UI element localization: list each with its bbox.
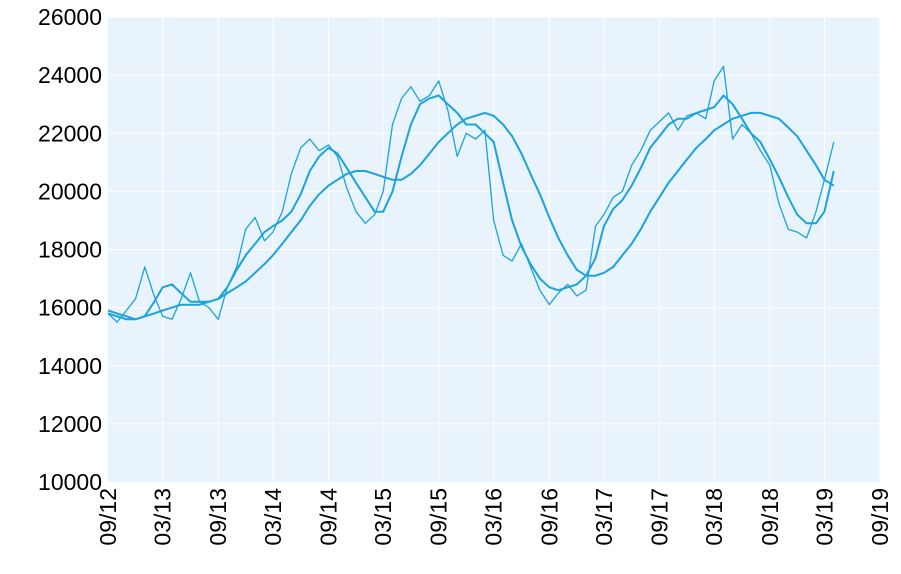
x-tick-label: 03/14	[260, 488, 286, 546]
y-tick-label: 20000	[38, 178, 102, 204]
y-tick-label: 12000	[38, 411, 102, 437]
series-line-2	[107, 94, 835, 321]
y-tick-label: 18000	[38, 237, 102, 263]
gridlines	[108, 16, 881, 482]
x-tick-label: 09/15	[426, 488, 452, 546]
y-tick-label: 10000	[38, 469, 102, 495]
x-tick-label: 03/17	[591, 488, 617, 546]
x-tick-label: 03/15	[370, 488, 396, 546]
series-lines	[107, 65, 835, 323]
y-tick-label: 16000	[38, 295, 102, 321]
y-tick-label: 22000	[38, 120, 102, 146]
x-tick-label: 09/13	[205, 488, 231, 546]
x-tick-label: 09/19	[867, 488, 893, 546]
y-tick-label: 26000	[38, 4, 102, 30]
series-line-3	[107, 111, 835, 321]
x-tick-label: 09/14	[315, 488, 341, 546]
x-axis-ticks: 09/12 03/13 09/13 03/14 09/14 03/15 09/15 03/16…	[95, 488, 893, 546]
x-tick-label: 09/12	[95, 488, 121, 546]
y-tick-label: 14000	[38, 353, 102, 379]
x-tick-label: 09/17	[647, 488, 673, 546]
x-tick-label: 03/18	[701, 488, 727, 546]
x-tick-label: 03/13	[150, 488, 176, 546]
x-tick-label: 09/16	[536, 488, 562, 546]
y-tick-label: 24000	[38, 62, 102, 88]
y-axis-ticks: 10000 12000 14000 16000 18000 20000 22000 24000…	[38, 4, 102, 495]
x-tick-label: 09/18	[757, 488, 783, 546]
x-tick-label: 03/16	[481, 488, 507, 546]
x-tick-label: 03/19	[811, 488, 837, 546]
